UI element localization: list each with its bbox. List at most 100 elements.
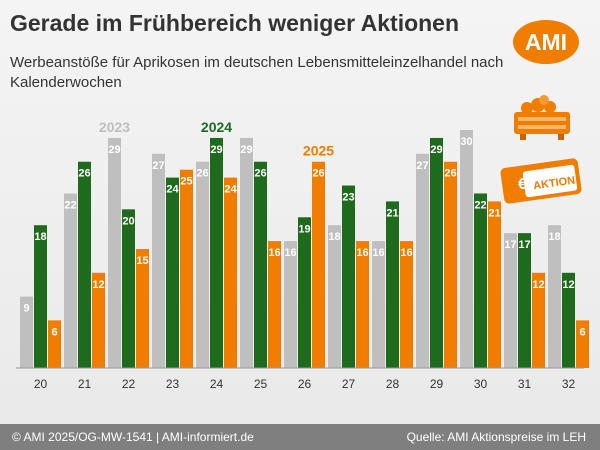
bar-2024-kw29 bbox=[430, 137, 443, 368]
bar-2023-kw21 bbox=[64, 193, 77, 368]
bar-2023-kw22 bbox=[108, 137, 121, 368]
bar-label-2025-kw29: 26 bbox=[444, 168, 456, 180]
coupon-euro: € bbox=[518, 176, 527, 193]
bar-2024-kw26 bbox=[298, 217, 311, 368]
bar-label-2024-kw30: 22 bbox=[474, 199, 486, 211]
bar-2025-kw28 bbox=[400, 241, 413, 368]
bar-label-2024-kw32: 12 bbox=[562, 279, 574, 291]
bar-2024-kw31 bbox=[518, 233, 531, 368]
bar-2024-kw32 bbox=[562, 272, 575, 368]
bar-label-2024-kw23: 24 bbox=[166, 184, 179, 196]
bar-2024-kw21 bbox=[78, 161, 91, 368]
bar-label-2023-kw32: 18 bbox=[548, 231, 560, 243]
bar-2024-kw27 bbox=[342, 185, 355, 368]
bar-2023-kw28 bbox=[372, 241, 385, 368]
bar-label-2025-kw20: 6 bbox=[51, 326, 57, 338]
bar-label-2023-kw22: 29 bbox=[108, 144, 120, 156]
bar-2025-kw30 bbox=[488, 201, 501, 368]
bar-chart: € AKTION 9186222612292015272425262924292… bbox=[16, 95, 589, 391]
x-tick-label-32: 32 bbox=[562, 377, 576, 391]
bar-2024-kw20 bbox=[34, 225, 47, 368]
bar-label-2025-kw22: 15 bbox=[136, 255, 148, 267]
year-labels: 2023 2024 2025 bbox=[99, 119, 334, 159]
bar-2025-kw31 bbox=[532, 272, 545, 368]
bar-label-2025-kw28: 16 bbox=[400, 247, 412, 259]
bar-2024-kw23 bbox=[166, 177, 179, 368]
bar-2025-kw27 bbox=[356, 241, 369, 368]
bar-2025-kw25 bbox=[268, 241, 281, 368]
bar-label-2024-kw27: 23 bbox=[342, 192, 354, 204]
bar-2023-kw24 bbox=[196, 161, 209, 368]
legend-label-2025: 2025 bbox=[303, 143, 334, 159]
chart-title: Gerade im Frühbereich weniger Aktionen bbox=[10, 10, 460, 36]
bar-label-2023-kw21: 22 bbox=[64, 199, 76, 211]
bar-label-2023-kw29: 27 bbox=[416, 160, 428, 172]
x-tick-label-25: 25 bbox=[254, 377, 268, 391]
bar-label-2024-kw24: 29 bbox=[210, 144, 222, 156]
bar-label-2024-kw20: 18 bbox=[34, 231, 46, 243]
bar-2025-kw24 bbox=[224, 177, 237, 368]
bar-2025-kw32 bbox=[576, 320, 589, 368]
bar-2023-kw27 bbox=[328, 225, 341, 368]
bar-2023-kw23 bbox=[152, 153, 165, 368]
bar-label-2025-kw31: 12 bbox=[532, 279, 544, 291]
bar-2024-kw25 bbox=[254, 161, 267, 368]
chart-subtitle: Werbeanstöße für Aprikosen im deutschen … bbox=[10, 54, 504, 91]
bar-label-2023-kw31: 17 bbox=[504, 239, 516, 251]
bar-2024-kw24 bbox=[210, 137, 223, 368]
x-axis-ticks: 20 21 22 23 24 25 26 27 28 29 30 31 32 bbox=[34, 377, 576, 391]
bar-label-2025-kw26: 26 bbox=[312, 168, 324, 180]
bar-label-2025-kw23: 25 bbox=[180, 176, 192, 188]
bar-label-2023-kw28: 16 bbox=[372, 247, 384, 259]
bar-label-2023-kw25: 29 bbox=[240, 144, 252, 156]
bar-2024-kw28 bbox=[386, 201, 399, 368]
footer-bar: © AMI 2025/OG-MW-1541 | AMI-informiert.d… bbox=[0, 424, 600, 450]
bar-label-2025-kw24: 24 bbox=[224, 184, 237, 196]
x-tick-label-28: 28 bbox=[386, 377, 400, 391]
bar-2023-kw26 bbox=[284, 241, 297, 368]
bar-label-2023-kw23: 27 bbox=[152, 160, 164, 172]
x-tick-label-30: 30 bbox=[474, 377, 488, 391]
bar-2025-kw22 bbox=[136, 249, 149, 368]
legend-label-2024: 2024 bbox=[201, 119, 232, 135]
x-tick-label-20: 20 bbox=[34, 377, 48, 391]
bar-label-2023-kw24: 26 bbox=[196, 168, 208, 180]
bar-2023-kw32 bbox=[548, 225, 561, 368]
bar-label-2025-kw32: 6 bbox=[579, 326, 585, 338]
bar-2025-kw23 bbox=[180, 169, 193, 368]
bar-label-2025-kw25: 16 bbox=[268, 247, 280, 259]
bar-2025-kw21 bbox=[92, 272, 105, 368]
apricot-crate-icon bbox=[514, 95, 570, 140]
bar-2023-kw25 bbox=[240, 137, 253, 368]
legend-label-2023: 2023 bbox=[99, 119, 130, 135]
bar-2023-kw31 bbox=[504, 233, 517, 368]
x-tick-label-29: 29 bbox=[430, 377, 444, 391]
bar-label-2024-kw21: 26 bbox=[78, 168, 90, 180]
bar-label-2025-kw21: 12 bbox=[92, 279, 104, 291]
bar-label-2024-kw22: 20 bbox=[122, 215, 134, 227]
ami-logo: AMI bbox=[513, 20, 579, 64]
footer-source: Quelle: AMI Aktionspreise im LEH bbox=[406, 430, 586, 444]
coupon-text: AKTION bbox=[532, 175, 575, 193]
bar-2024-kw30 bbox=[474, 193, 487, 368]
bar-2023-kw29 bbox=[416, 153, 429, 368]
x-tick-label-31: 31 bbox=[518, 377, 532, 391]
bar-2025-kw29 bbox=[444, 161, 457, 368]
x-tick-label-27: 27 bbox=[342, 377, 356, 391]
bar-label-2024-kw29: 29 bbox=[430, 144, 442, 156]
bar-label-2025-kw27: 16 bbox=[356, 247, 368, 259]
bar-label-2023-kw27: 18 bbox=[328, 231, 340, 243]
bar-2025-kw20 bbox=[48, 320, 61, 368]
footer-copyright: © AMI 2025/OG-MW-1541 | AMI-informiert.d… bbox=[12, 430, 254, 444]
bar-label-2025-kw30: 21 bbox=[488, 207, 500, 219]
x-tick-label-24: 24 bbox=[210, 377, 224, 391]
bar-2024-kw22 bbox=[122, 209, 135, 368]
x-tick-label-22: 22 bbox=[122, 377, 136, 391]
bar-label-2023-kw30: 30 bbox=[460, 136, 472, 148]
bar-label-2024-kw25: 26 bbox=[254, 168, 266, 180]
bar-label-2023-kw20: 9 bbox=[23, 303, 29, 315]
bar-label-2024-kw26: 19 bbox=[298, 223, 310, 235]
bar-2023-kw20 bbox=[20, 296, 33, 368]
